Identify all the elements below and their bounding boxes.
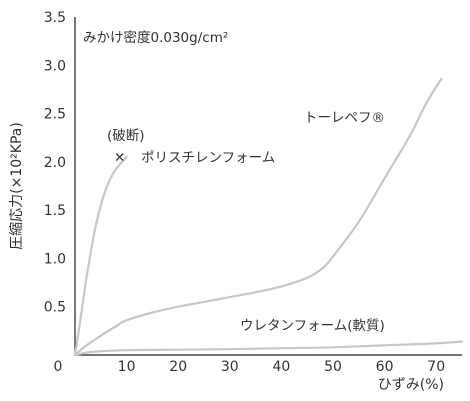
y-tick-label: 2.5	[44, 107, 66, 123]
x-tick-label: 20	[169, 359, 187, 375]
y-tick-label: 0.5	[44, 300, 66, 316]
x-tick-label: 30	[221, 359, 239, 375]
series-label-urethane: ウレタンフォーム(軟質)	[240, 318, 385, 334]
series-line-0	[73, 155, 128, 357]
x-tick-label: 40	[272, 359, 290, 375]
y-tick-label: 3.5	[44, 10, 66, 26]
series-label-toray-pef: トーレペフ®	[304, 110, 385, 126]
y-tick-labels: 0.5 1.0 1.5 2.0 2.5 3.0 3.5	[44, 10, 66, 316]
y-tick-label: 1.5	[44, 203, 66, 219]
series-label-polystyrene: ポリスチレンフォーム	[141, 150, 275, 166]
y-tick-label: 3.0	[44, 58, 66, 74]
series-line-1	[73, 77, 443, 357]
x-tick-label: 10	[118, 359, 136, 375]
x-tick-label: 70	[427, 359, 445, 375]
y-tick-label: 1.0	[44, 251, 66, 267]
series-layer	[73, 77, 464, 357]
chart-subtitle: みかけ密度0.030g/cm²	[83, 29, 228, 46]
y-axis-label: 圧縮応力(×10²KPa)	[9, 122, 25, 250]
origin-tick-label: 0	[54, 359, 63, 375]
y-tick-label: 2.0	[44, 155, 66, 171]
axes	[74, 17, 462, 356]
break-marker: ✕	[114, 150, 125, 166]
x-axis-label: ひずみ(%)	[378, 377, 444, 393]
break-label: (破断)	[107, 128, 145, 144]
x-tick-label: 50	[324, 359, 342, 375]
x-tick-labels: 10 20 30 40 50 60 70	[118, 359, 445, 375]
x-tick-label: 60	[376, 359, 394, 375]
series-line-2	[73, 340, 464, 357]
